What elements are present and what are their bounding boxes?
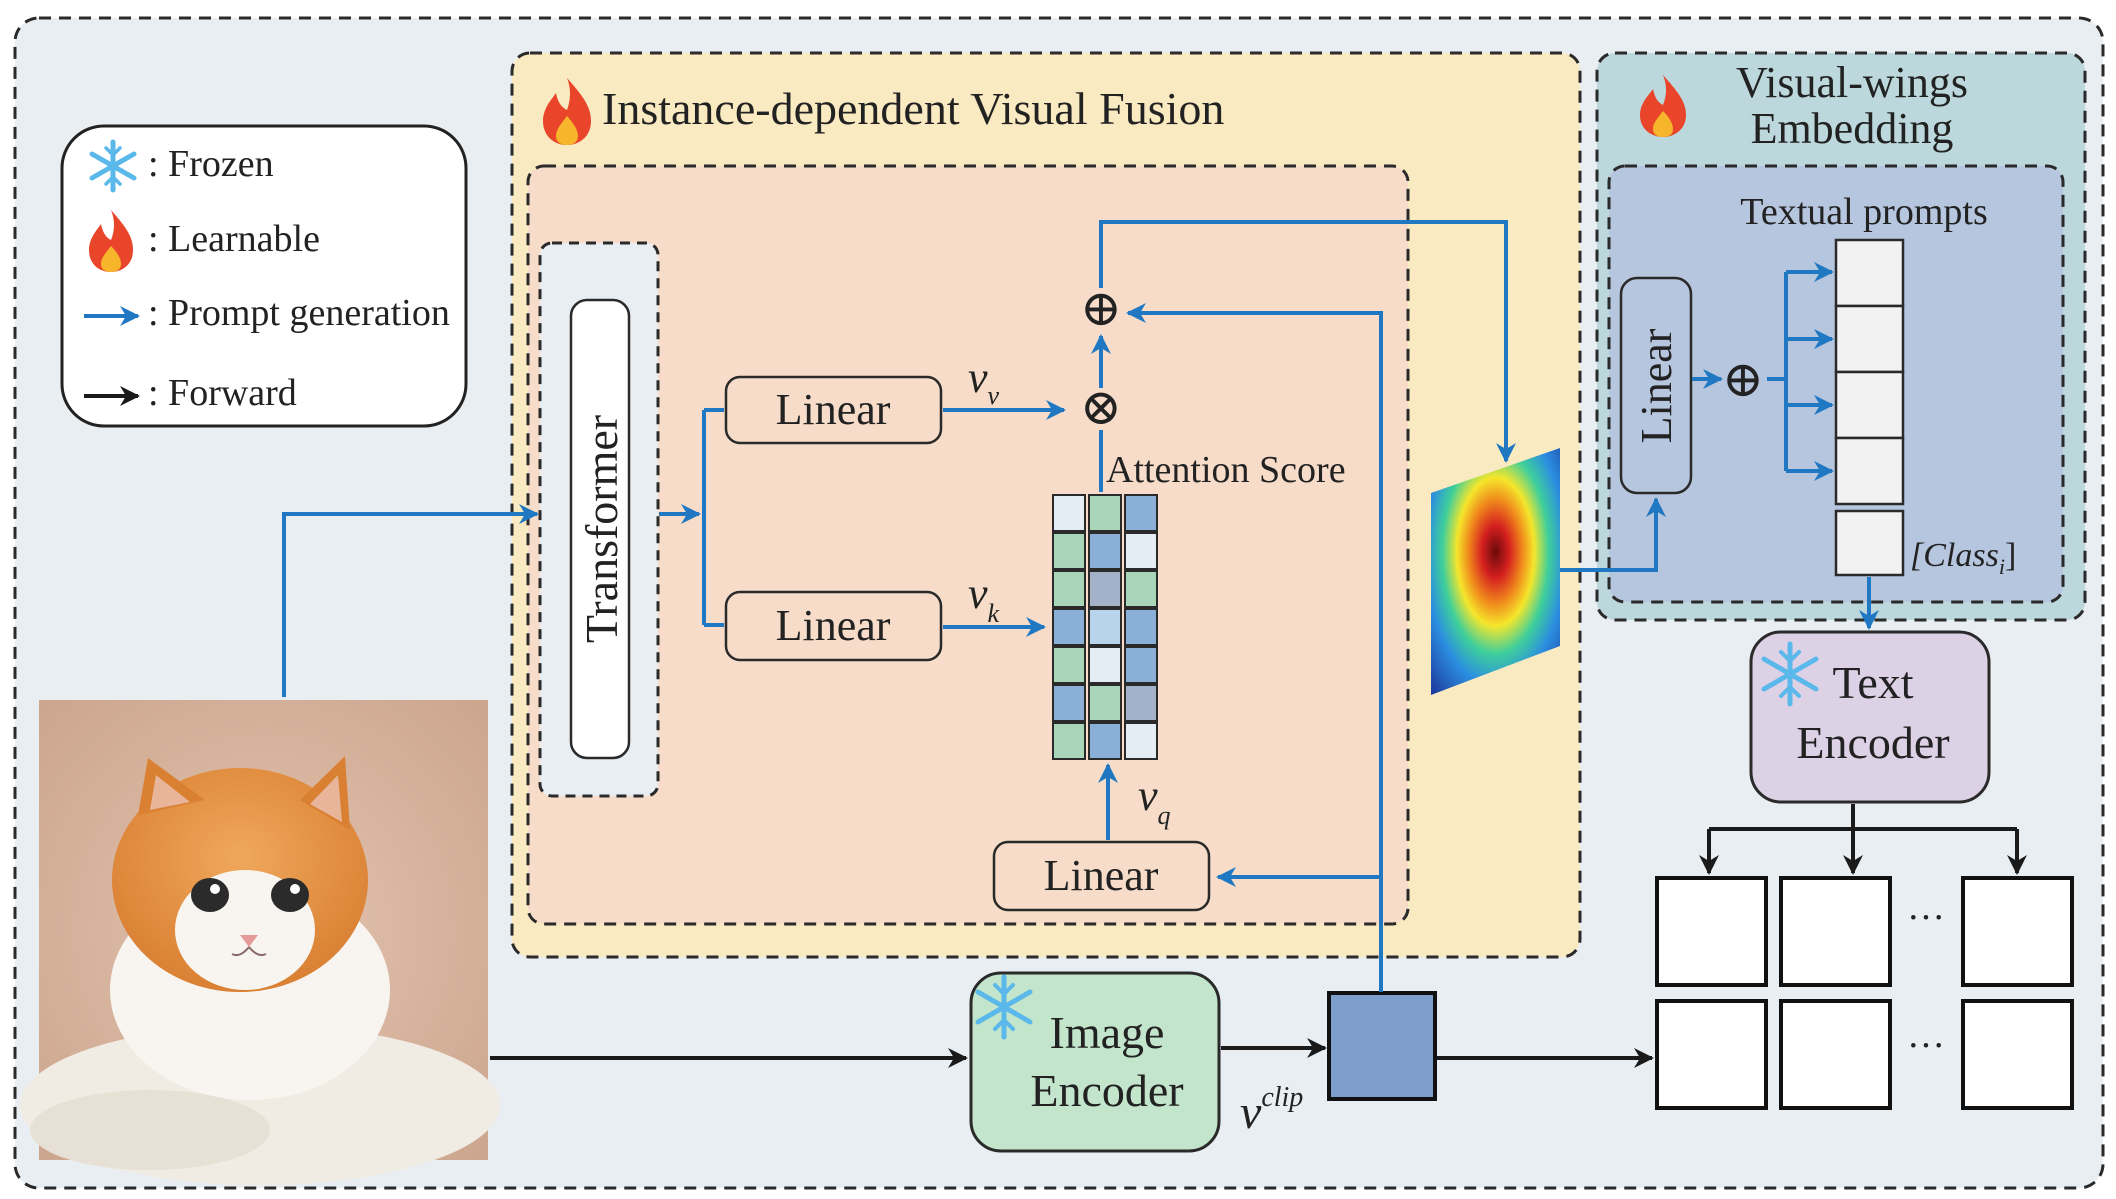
wings-linear-label: Linear <box>1632 328 1681 443</box>
linear-k-label: Linear <box>776 601 891 650</box>
fusion-inner-block <box>526 164 1410 926</box>
prompt-token <box>1834 304 1905 374</box>
wings-add-operator: ⊕ <box>1722 351 1764 407</box>
flame-icon <box>1640 75 1686 137</box>
text-encoder-line1: Text <box>1832 657 1913 708</box>
text-encoder-box <box>1749 630 1991 804</box>
text-feature-grid <box>1655 876 2074 1110</box>
cat-image <box>20 700 500 1185</box>
ellipsis-top: ··· <box>1907 897 1945 939</box>
image-encoder-line2: Encoder <box>1030 1065 1183 1116</box>
attention-heatmap <box>1431 448 1560 695</box>
legend-learnable-label: : Learnable <box>148 218 320 260</box>
text-feature-cell <box>1655 876 1768 987</box>
linear-v-label: Linear <box>776 385 891 434</box>
image-encoder-line1: Image <box>1050 1007 1165 1058</box>
legend-forward-label: : Forward <box>148 372 297 414</box>
wings-title-line2: Embedding <box>1751 104 1954 153</box>
legend-frozen-label: : Frozen <box>148 143 274 185</box>
image-encoder-box <box>969 971 1221 1153</box>
prompt-token <box>1834 238 1905 308</box>
transformer-label: Transformer <box>576 415 627 643</box>
fusion-title: Instance-dependent Visual Fusion <box>602 83 1224 134</box>
linear-v-box <box>724 375 943 445</box>
arrow-clip-to-add <box>1126 303 1383 992</box>
text-encoder-line2: Encoder <box>1796 717 1949 768</box>
class-label: [Classi] <box>1910 537 2016 579</box>
multiply-operator: ⊗ <box>1080 379 1122 435</box>
linear-k-box <box>724 590 943 662</box>
text-feature-cell <box>1961 876 2074 987</box>
wings-title-line1: Visual-wings <box>1736 58 1968 107</box>
v-q-label: vq <box>1138 771 1171 830</box>
clip-feature-block <box>1327 991 1437 1101</box>
linear-q-label: Linear <box>1044 851 1159 900</box>
text-feature-cell <box>1655 999 1768 1110</box>
v-clip-label: vclip <box>1240 1082 1303 1139</box>
legend-prompt-label: : Prompt generation <box>148 292 450 334</box>
attention-score-grid <box>1052 494 1158 760</box>
v-k-label: vk <box>968 569 1000 628</box>
arrow-image-to-transformer <box>282 504 539 697</box>
flame-icon <box>543 78 591 145</box>
text-feature-cell <box>1779 876 1892 987</box>
ellipsis-bottom: ··· <box>1907 1025 1945 1067</box>
transformer-module <box>569 298 631 760</box>
prompt-token <box>1834 436 1905 506</box>
v-v-label: vv <box>968 353 1000 410</box>
textual-prompt-tokens <box>1834 238 1905 506</box>
textual-prompts-label: Textual prompts <box>1740 191 1987 233</box>
attention-score-label: Attention Score <box>1106 449 1346 491</box>
add-operator: ⊕ <box>1080 280 1122 336</box>
text-feature-cell <box>1961 999 2074 1110</box>
class-token <box>1834 509 1905 577</box>
linear-q-box <box>992 840 1211 912</box>
wings-linear-box <box>1619 276 1693 495</box>
snowflake-icon <box>89 139 137 193</box>
arrow-heatmap-to-linear <box>1560 497 1666 572</box>
arrow-add-to-heatmap <box>1099 220 1516 463</box>
snowflake-icon <box>1761 641 1819 707</box>
snowflake-icon <box>975 974 1033 1040</box>
flame-icon <box>89 210 133 272</box>
text-feature-cell <box>1779 999 1892 1110</box>
prompt-token <box>1834 370 1905 440</box>
legend: : Frozen : Learnable : Prompt generation… <box>60 124 468 428</box>
